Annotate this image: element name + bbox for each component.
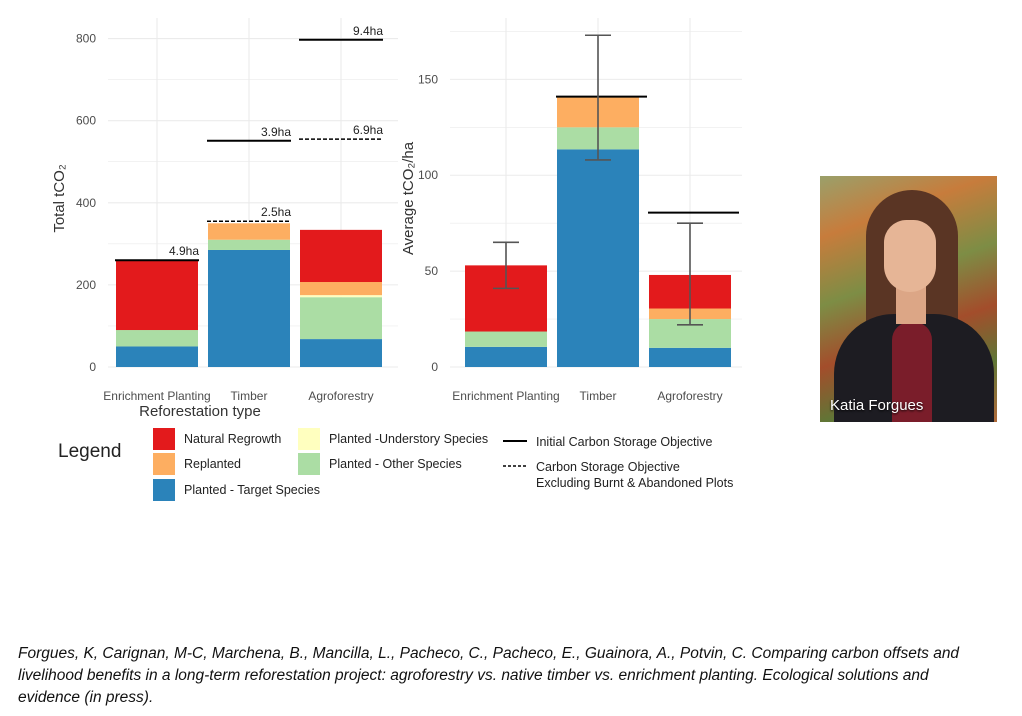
- legend-label-natural-regrowth: Natural Regrowth: [184, 432, 281, 446]
- figure: 0 200 400 600 800 Total tCO₂ Enrichment Planti…: [51, 18, 742, 501]
- bar-segment-planted-target-species: [557, 149, 639, 367]
- legend-line-label: Initial Carbon Storage Objective: [536, 435, 713, 449]
- objective-label: 6.9ha: [353, 123, 383, 137]
- legend-swatch-replanted: [153, 453, 175, 475]
- bar-segment-planted-target-species: [116, 346, 198, 367]
- bar-segment-planted-target-species: [465, 346, 547, 367]
- bar-segment-replanted: [300, 282, 382, 296]
- y-tick-label: 150: [418, 72, 438, 86]
- y-tick-label: 400: [76, 196, 96, 210]
- y-tick-label: 50: [425, 264, 439, 278]
- legend-swatch-natural-regrowth: [153, 428, 175, 450]
- y-tick-label: 100: [418, 168, 438, 182]
- bar-segment-natural-regrowth: [300, 229, 382, 283]
- x-tick-label: Timber: [231, 389, 268, 403]
- y-tick-label: 0: [431, 360, 438, 374]
- presenter-photo: Katia Forgues: [820, 176, 997, 422]
- x-axis-title-shared: Reforestation type: [139, 403, 261, 420]
- y-axis-title: Total tCO₂: [51, 164, 68, 233]
- objective-label: 4.9ha: [169, 244, 199, 258]
- photo-blouse: [892, 322, 932, 422]
- legend-swatch-planted-target-species: [153, 479, 175, 501]
- x-tick-label: Enrichment Planting: [452, 389, 559, 403]
- bar-segment-planted-other-species: [300, 297, 382, 340]
- bar-segment-planted-other-species: [116, 330, 198, 347]
- bar-segment-planted-understory-species: [300, 295, 382, 298]
- bar-segment-planted-target-species: [300, 339, 382, 367]
- x-tick-label: Agroforestry: [308, 389, 373, 403]
- bar-segment-natural-regrowth: [116, 260, 198, 331]
- x-tick-label: Agroforestry: [657, 389, 722, 403]
- legend-label-planted-other-species: Planted - Other Species: [329, 457, 462, 471]
- citation: Forgues, K, Carignan, M-C, Marchena, B.,…: [18, 645, 960, 706]
- y-tick-label: 0: [89, 360, 96, 374]
- y-tick-label: 200: [76, 278, 96, 292]
- y-tick-label: 600: [76, 114, 96, 128]
- x-tick-label: Timber: [580, 389, 617, 403]
- photo-caption: Katia Forgues: [830, 397, 924, 414]
- y-axis-title: Average tCO₂/ha: [400, 141, 417, 255]
- legend-label-planted-understory-species: Planted -Understory Species: [329, 432, 488, 446]
- legend-swatch-planted-other-species: [298, 453, 320, 475]
- chart-average-tco2-per-ha: 0 50 100 150 Average tCO₂/ha Enrichment Plant…: [400, 18, 742, 403]
- legend-title: Legend: [58, 441, 121, 462]
- y-tick-label: 800: [76, 32, 96, 46]
- legend-line-label-continued: Excluding Burnt & Abandoned Plots: [536, 476, 733, 490]
- legend-label-planted-target-species: Planted - Target Species: [184, 483, 320, 497]
- legend-label-replanted: Replanted: [184, 457, 241, 471]
- legend-swatch-planted-understory-species: [298, 428, 320, 450]
- objective-label: 3.9ha: [261, 125, 291, 139]
- legend-line-label: Carbon Storage Objective: [536, 460, 680, 474]
- bar-segment-planted-other-species: [208, 239, 290, 250]
- bar-segment-planted-target-species: [649, 347, 731, 367]
- photo-face: [884, 220, 936, 292]
- x-tick-label: Enrichment Planting: [103, 389, 210, 403]
- legend: Legend Natural Regrowth Replanted Planted -…: [58, 428, 733, 501]
- bar-segment-planted-target-species: [208, 249, 290, 367]
- bar-segment-replanted: [208, 223, 290, 240]
- objective-label: 2.5ha: [261, 205, 291, 219]
- bar-segment-planted-other-species: [465, 331, 547, 347]
- chart-total-tco2: 0 200 400 600 800 Total tCO₂ Enrichment Planti…: [51, 18, 398, 403]
- objective-label: 9.4ha: [353, 24, 383, 38]
